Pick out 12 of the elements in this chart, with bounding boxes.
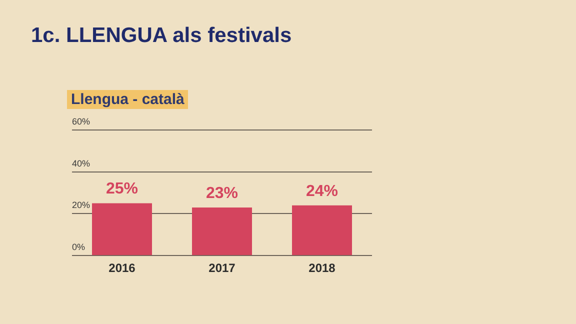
y-tick-label: 20% — [72, 200, 90, 210]
x-tick-label: 2017 — [208, 261, 236, 276]
x-tick-label: 2016 — [108, 261, 136, 276]
data-label: 24% — [306, 182, 338, 200]
y-tick-label: 40% — [72, 158, 90, 168]
y-tick-label: 0% — [72, 242, 86, 252]
y-tick-label: 60% — [72, 116, 90, 126]
x-tick-label: 2018 — [308, 261, 336, 276]
chart-subtitle: Llengua - català — [67, 90, 188, 109]
data-label: 25% — [106, 180, 138, 198]
chart-title: 1c. LLENGUA als festivals — [31, 24, 292, 48]
data-label: 23% — [206, 184, 238, 202]
